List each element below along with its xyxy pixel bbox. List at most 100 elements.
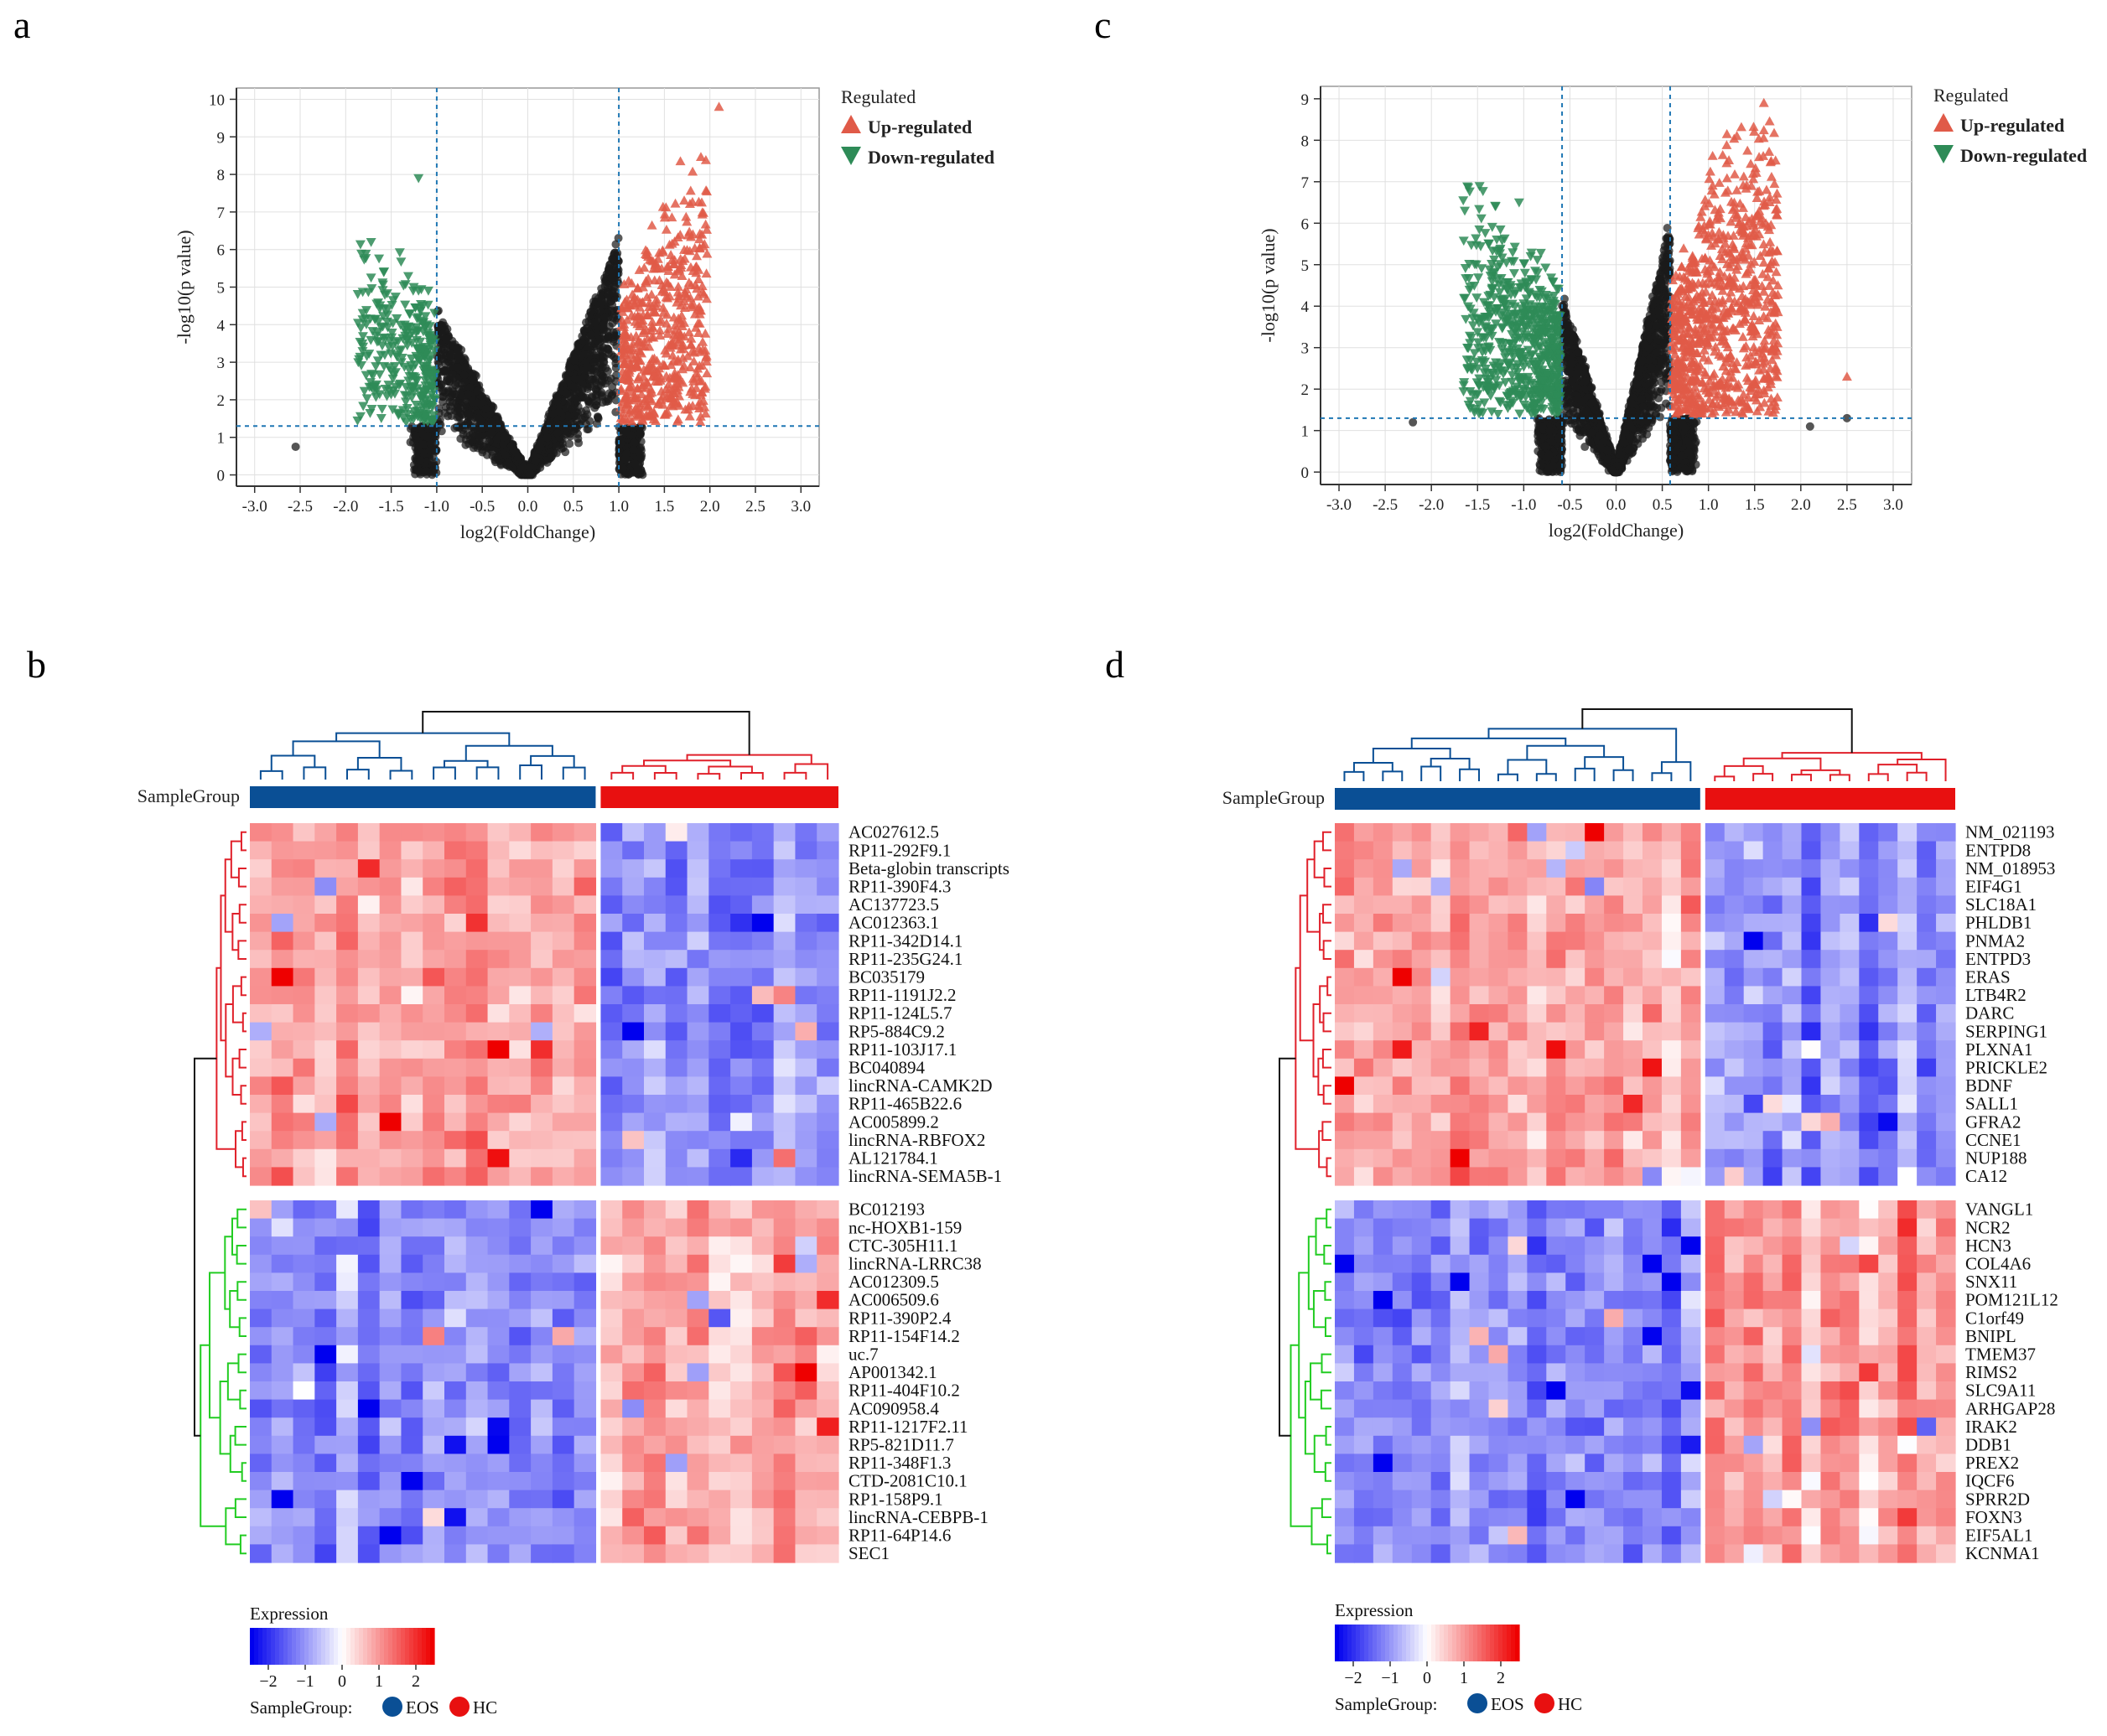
- point-ns: [589, 298, 598, 306]
- x-tick-label: 1.5: [655, 498, 675, 516]
- point-ns: [596, 345, 605, 354]
- x-tick-label: 2.0: [700, 498, 720, 516]
- y-tick-label: 8: [217, 167, 226, 184]
- y-tick-label: 3: [1301, 340, 1310, 358]
- legend-up-icon: [841, 115, 861, 133]
- x-tick-label: -1.0: [424, 498, 449, 516]
- point-ns: [594, 413, 602, 422]
- y-tick-label: 4: [1301, 298, 1310, 316]
- point-ns: [507, 442, 516, 450]
- y-tick-label: 5: [1301, 257, 1310, 275]
- panel-label-d: d: [1105, 643, 1124, 686]
- point-ns: [552, 443, 560, 451]
- x-axis-label: log2(FoldChange): [1549, 520, 1684, 541]
- point-ns: [591, 376, 599, 385]
- point-ns: [607, 375, 615, 383]
- point-ns: [488, 428, 496, 436]
- point-ns: [434, 323, 443, 331]
- x-tick-label: -2.0: [333, 498, 358, 516]
- point-ns: [459, 426, 467, 434]
- x-tick-label: -3.0: [242, 498, 267, 516]
- y-tick-label: 2: [217, 392, 226, 410]
- point-ns: [438, 355, 446, 363]
- legend-down-label: Down-regulated: [868, 147, 994, 168]
- x-tick-label: 3.0: [791, 498, 811, 516]
- x-tick-label: 0.5: [1653, 496, 1673, 514]
- x-tick-label: 0.0: [518, 498, 538, 516]
- point-ns: [571, 375, 579, 383]
- point-ns: [608, 306, 616, 314]
- point-ns: [536, 443, 544, 451]
- point-ns: [616, 439, 625, 448]
- y-tick-label: 10: [209, 91, 225, 109]
- y-tick-label: 3: [217, 355, 226, 372]
- point-ns: [604, 335, 612, 344]
- point-ns: [464, 390, 472, 398]
- x-tick-label: 1.0: [1699, 496, 1719, 514]
- y-tick-label: 4: [217, 317, 226, 334]
- point-ns: [527, 470, 535, 479]
- point-ns: [597, 295, 605, 303]
- point-ns: [482, 405, 490, 413]
- point-ns: [586, 308, 594, 316]
- x-tick-label: -1.5: [1465, 496, 1490, 514]
- x-tick-label: -0.5: [1557, 496, 1582, 514]
- point-ns: [566, 364, 574, 372]
- x-tick-label: 0.5: [563, 498, 584, 516]
- x-tick-label: 3.0: [1883, 496, 1903, 514]
- point-ns: [526, 463, 534, 471]
- point-ns: [571, 394, 579, 402]
- y-tick-label: 2: [1301, 381, 1310, 399]
- point-ns: [621, 454, 630, 463]
- point-ns: [555, 421, 563, 429]
- y-tick-label: 6: [1301, 215, 1310, 233]
- y-tick-label: 0: [217, 468, 226, 485]
- point-ns: [585, 400, 594, 408]
- point-ns: [577, 351, 585, 360]
- point-ns: [611, 288, 620, 297]
- point-ns: [590, 319, 599, 327]
- point-ns: [470, 443, 478, 452]
- x-tick-label: 2.5: [745, 498, 765, 516]
- panel-label-a: a: [13, 3, 30, 46]
- point-ns: [636, 429, 645, 438]
- y-tick-label: 1: [217, 430, 226, 448]
- legend-down-icon: [841, 147, 861, 165]
- point-ns: [442, 334, 450, 343]
- x-tick-label: 1.0: [609, 498, 629, 516]
- point-ns: [602, 397, 610, 406]
- point-ns: [569, 420, 578, 428]
- point-ns: [469, 398, 477, 407]
- point-ns: [454, 363, 462, 371]
- x-tick-label: -3.0: [1326, 496, 1352, 514]
- x-tick-label: -2.0: [1419, 496, 1444, 514]
- y-tick-label: 7: [217, 205, 226, 222]
- point-ns: [622, 428, 631, 436]
- y-tick-label: 6: [217, 242, 226, 260]
- point-ns: [485, 437, 493, 445]
- point-ns: [449, 371, 457, 379]
- point-ns: [543, 433, 552, 442]
- point-ns: [630, 446, 638, 454]
- point-ns: [415, 467, 423, 475]
- panel-label-c: c: [1094, 3, 1111, 46]
- point-ns: [610, 353, 618, 361]
- y-tick-label: 8: [1301, 132, 1310, 150]
- point-ns: [600, 353, 609, 361]
- point-ns: [599, 378, 607, 386]
- point-ns: [547, 453, 555, 462]
- point-ns: [601, 314, 610, 322]
- point-ns: [454, 352, 463, 360]
- point-ns: [1656, 413, 1664, 422]
- x-tick-label: -2.5: [288, 498, 313, 516]
- point-ns: [292, 443, 300, 451]
- point-ns: [578, 385, 586, 393]
- point-ns: [553, 393, 561, 402]
- y-tick-label: 7: [1301, 174, 1310, 192]
- point-ns: [493, 435, 501, 443]
- x-tick-label: -1.0: [1511, 496, 1536, 514]
- point-ns: [619, 464, 627, 472]
- point-ns: [500, 433, 508, 442]
